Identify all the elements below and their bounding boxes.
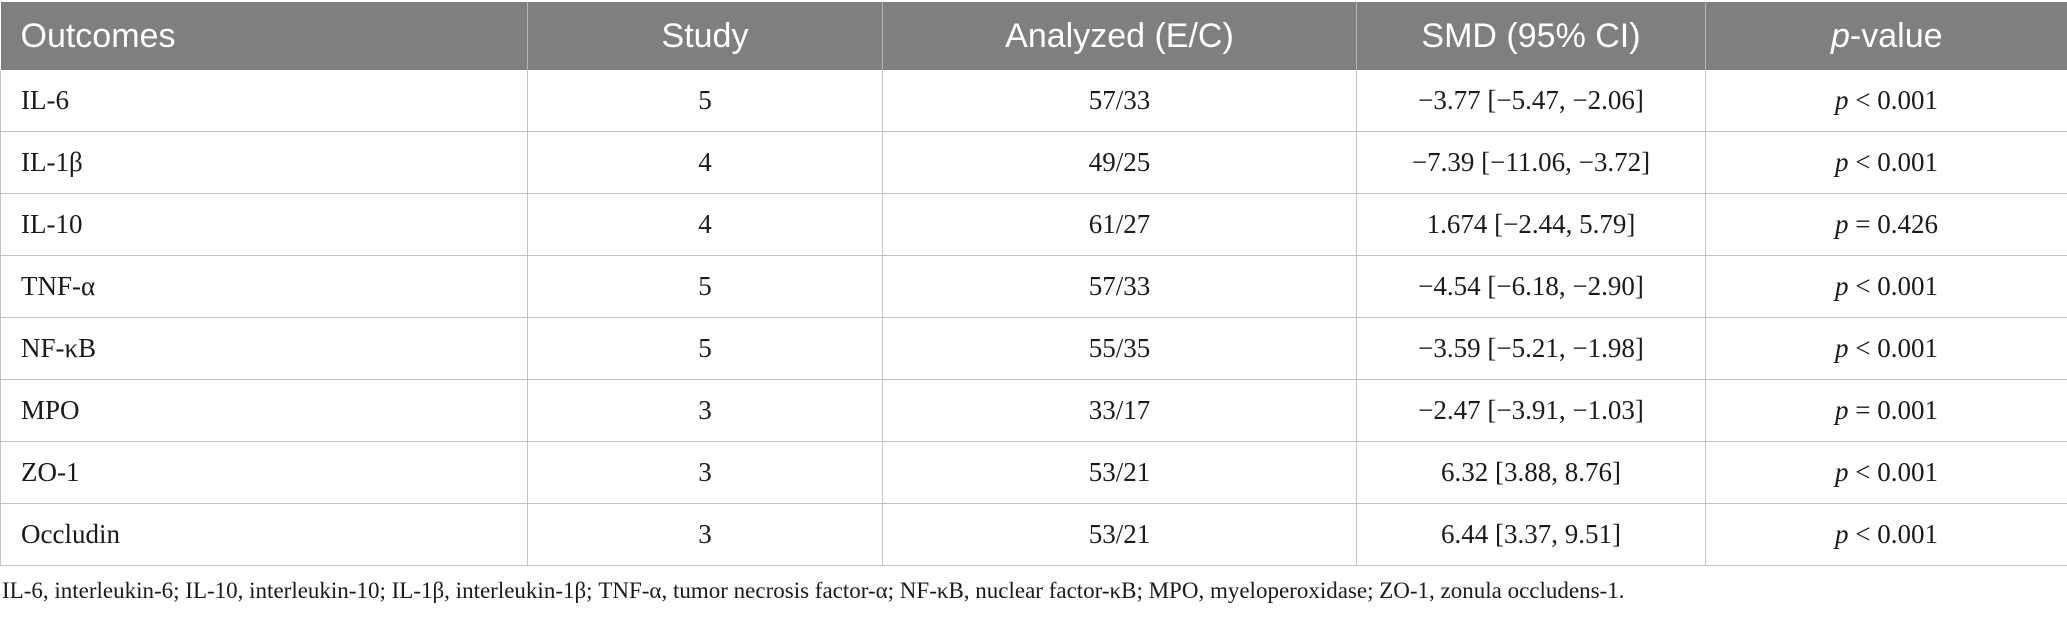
- p-symbol: p: [1835, 147, 1849, 177]
- header-study: Study: [527, 2, 883, 70]
- table-row: MPO 3 33/17 −2.47 [−3.91, −1.03] p = 0.0…: [0, 379, 2067, 442]
- cell-p-value: p < 0.001: [1705, 131, 2067, 194]
- cell-study: 5: [527, 255, 883, 318]
- p-symbol: p: [1835, 519, 1849, 549]
- cell-study: 3: [527, 441, 883, 504]
- header-analyzed: Analyzed (E/C): [882, 2, 1357, 70]
- header-p-symbol: p: [1830, 16, 1850, 55]
- cell-outcome: NF-κB: [0, 317, 528, 380]
- cell-outcome: ZO-1: [0, 441, 528, 504]
- cell-smd: 1.674 [−2.44, 5.79]: [1356, 193, 1706, 256]
- cell-study: 3: [527, 379, 883, 442]
- cell-outcome: IL-10: [0, 193, 528, 256]
- cell-analyzed: 53/21: [882, 441, 1357, 504]
- p-symbol: p: [1835, 395, 1849, 425]
- p-symbol: p: [1835, 209, 1849, 239]
- p-symbol: p: [1835, 85, 1849, 115]
- cell-analyzed: 49/25: [882, 131, 1357, 194]
- cell-p-value: p < 0.001: [1705, 503, 2067, 566]
- cell-outcome: IL-1β: [0, 131, 528, 194]
- cell-p-value: p < 0.001: [1705, 70, 2067, 132]
- p-value-text: = 0.001: [1848, 395, 1938, 425]
- cell-smd: −3.59 [−5.21, −1.98]: [1356, 317, 1706, 380]
- results-table: Outcomes Study Analyzed (E/C) SMD (95% C…: [0, 2, 2067, 566]
- cell-analyzed: 57/33: [882, 255, 1357, 318]
- cell-study: 4: [527, 193, 883, 256]
- p-symbol: p: [1835, 271, 1849, 301]
- cell-outcome: IL-6: [0, 70, 528, 132]
- cell-study: 4: [527, 131, 883, 194]
- cell-p-value: p < 0.001: [1705, 317, 2067, 380]
- cell-analyzed: 33/17: [882, 379, 1357, 442]
- cell-smd: 6.32 [3.88, 8.76]: [1356, 441, 1706, 504]
- cell-study: 5: [527, 317, 883, 380]
- p-value-text: < 0.001: [1848, 457, 1938, 487]
- p-value-text: < 0.001: [1848, 85, 1938, 115]
- cell-analyzed: 55/35: [882, 317, 1357, 380]
- table-row: TNF-α 5 57/33 −4.54 [−6.18, −2.90] p < 0…: [0, 255, 2067, 318]
- header-p-value: p-value: [1705, 2, 2067, 70]
- cell-analyzed: 61/27: [882, 193, 1357, 256]
- header-p-suffix: -value: [1849, 16, 1943, 55]
- cell-outcome: TNF-α: [0, 255, 528, 318]
- cell-p-value: p = 0.426: [1705, 193, 2067, 256]
- cell-p-value: p = 0.001: [1705, 379, 2067, 442]
- p-value-text: < 0.001: [1848, 333, 1938, 363]
- cell-study: 5: [527, 70, 883, 132]
- table-row: IL-1β 4 49/25 −7.39 [−11.06, −3.72] p < …: [0, 131, 2067, 194]
- cell-p-value: p < 0.001: [1705, 441, 2067, 504]
- table-row: ZO-1 3 53/21 6.32 [3.88, 8.76] p < 0.001: [0, 441, 2067, 504]
- cell-smd: −7.39 [−11.06, −3.72]: [1356, 131, 1706, 194]
- p-value-text: = 0.426: [1848, 209, 1938, 239]
- cell-smd: −2.47 [−3.91, −1.03]: [1356, 379, 1706, 442]
- cell-analyzed: 53/21: [882, 503, 1357, 566]
- table-footnote: IL-6, interleukin-6; IL-10, interleukin-…: [2, 578, 1625, 603]
- results-table-container: Outcomes Study Analyzed (E/C) SMD (95% C…: [0, 2, 2067, 566]
- table-row: IL-6 5 57/33 −3.77 [−5.47, −2.06] p < 0.…: [0, 70, 2067, 132]
- header-smd: SMD (95% CI): [1356, 2, 1706, 70]
- p-value-text: < 0.001: [1848, 147, 1938, 177]
- table-row: IL-10 4 61/27 1.674 [−2.44, 5.79] p = 0.…: [0, 193, 2067, 256]
- table-row: Occludin 3 53/21 6.44 [3.37, 9.51] p < 0…: [0, 503, 2067, 566]
- cell-smd: 6.44 [3.37, 9.51]: [1356, 503, 1706, 566]
- header-row: Outcomes Study Analyzed (E/C) SMD (95% C…: [0, 2, 2067, 70]
- table-header: Outcomes Study Analyzed (E/C) SMD (95% C…: [0, 2, 2067, 70]
- cell-p-value: p < 0.001: [1705, 255, 2067, 318]
- p-value-text: < 0.001: [1848, 271, 1938, 301]
- cell-smd: −4.54 [−6.18, −2.90]: [1356, 255, 1706, 318]
- p-symbol: p: [1835, 457, 1849, 487]
- p-value-text: < 0.001: [1848, 519, 1938, 549]
- p-symbol: p: [1835, 333, 1849, 363]
- cell-analyzed: 57/33: [882, 70, 1357, 132]
- table-row: NF-κB 5 55/35 −3.59 [−5.21, −1.98] p < 0…: [0, 317, 2067, 380]
- cell-outcome: Occludin: [0, 503, 528, 566]
- cell-smd: −3.77 [−5.47, −2.06]: [1356, 70, 1706, 132]
- cell-study: 3: [527, 503, 883, 566]
- header-outcomes: Outcomes: [0, 2, 528, 70]
- table-body: IL-6 5 57/33 −3.77 [−5.47, −2.06] p < 0.…: [0, 70, 2067, 566]
- cell-outcome: MPO: [0, 379, 528, 442]
